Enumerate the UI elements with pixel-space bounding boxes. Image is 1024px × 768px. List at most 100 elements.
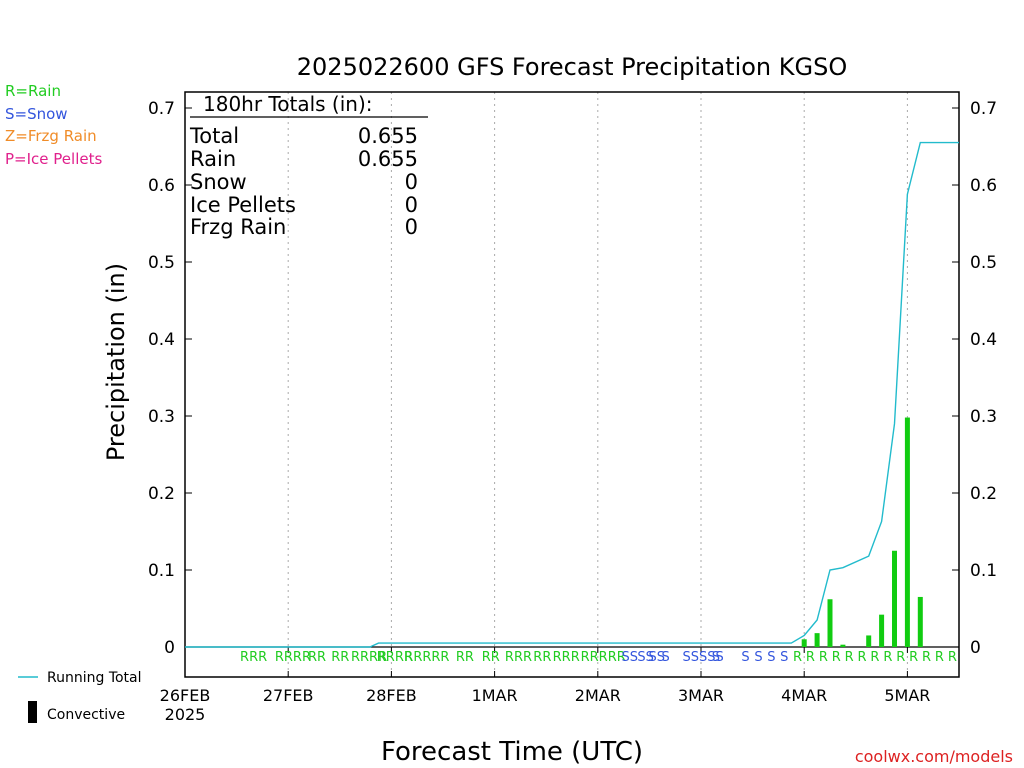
running-total-path: [185, 141, 959, 648]
ptype-label: R: [870, 650, 879, 665]
ptype-label: RRR: [505, 650, 532, 665]
x-tick-sublabel: 2025: [165, 705, 206, 724]
ptype-label: RRRRR: [404, 650, 449, 665]
totals-label-snow: Snow: [190, 170, 247, 194]
credit-text: coolwx.com/models: [855, 747, 1013, 766]
running-total-line: [185, 141, 959, 648]
precip-bar: [827, 599, 833, 647]
y-axis-title: Precipitation (in): [102, 263, 130, 461]
precip-bar: [879, 614, 885, 647]
ptype-label: RR: [533, 650, 551, 665]
y-tick-label: 0.7: [148, 99, 175, 119]
ptype-label: SS: [649, 650, 666, 665]
x-tick-label: 2MAR: [575, 686, 621, 705]
precip-bar: [814, 633, 820, 647]
ptype-label: R: [948, 650, 957, 665]
y-tick-label: 0.6: [148, 176, 175, 196]
legend-freezing-rain: Z=Frzg Rain: [5, 127, 97, 145]
ptype-label: RRRRR: [581, 650, 626, 665]
y-tick-label-right: 0.3: [970, 407, 997, 427]
ptype-label: R: [832, 650, 841, 665]
precip-bars: [801, 417, 923, 647]
ptype-label: SS: [637, 650, 654, 665]
ptype-label: R: [793, 650, 802, 665]
ptype-label: S: [741, 650, 749, 665]
totals-value-total: 0.655: [358, 124, 418, 148]
totals-value-rain: 0.655: [358, 147, 418, 171]
ptype-legend: R=Rain S=Snow Z=Frzg Rain P=Ice Pellets: [5, 82, 102, 168]
ptype-label: RRRR: [351, 650, 387, 665]
plot-frame: [184, 91, 960, 678]
y-tick-label: 0.2: [148, 484, 175, 504]
x-tick-label: 5MAR: [884, 686, 930, 705]
ptype-label: RRR: [240, 650, 267, 665]
totals-label-frzg-rain: Frzg Rain: [190, 215, 286, 239]
y-tick-label: 0.5: [148, 253, 175, 273]
y-tick-label: 0.4: [148, 330, 175, 350]
ptype-label: RRRR: [275, 650, 311, 665]
ptype-label: R: [858, 650, 867, 665]
precip-bar: [917, 596, 923, 647]
ptype-label: R: [922, 650, 931, 665]
ptype-label: S: [767, 650, 775, 665]
precip-bar: [801, 639, 807, 647]
y-tick-label-right: 0.6: [970, 176, 997, 196]
ptype-label: S: [712, 650, 720, 665]
y-tick-label-right: 0.4: [970, 330, 997, 350]
totals-heading: 180hr Totals (in):: [203, 92, 373, 116]
totals-label-rain: Rain: [190, 147, 236, 171]
y-tick-label: 0.3: [148, 407, 175, 427]
ptype-label: RR: [308, 650, 326, 665]
totals-label-ice-pellets: Ice Pellets: [190, 193, 296, 217]
ptype-label: RR: [331, 650, 349, 665]
totals-box: 180hr Totals (in): Total 0.655 Rain 0.65…: [189, 92, 428, 239]
y-tick-label: 0.1: [148, 561, 175, 581]
legend-convective: Convective: [47, 707, 125, 723]
x-tick-label: 3MAR: [678, 686, 724, 705]
ptype-label: R: [896, 650, 905, 665]
precip-bar: [904, 417, 910, 647]
y-tick-label-right: 0.2: [970, 484, 997, 504]
x-tick-label: 27FEB: [263, 686, 314, 705]
totals-value-frzg-rain: 0: [405, 215, 418, 239]
x-tick-label: 4MAR: [781, 686, 827, 705]
ptype-label: S: [780, 650, 788, 665]
chart-title: 2025022600 GFS Forecast Precipitation KG…: [297, 53, 847, 81]
totals-value-ice-pellets: 0: [405, 193, 418, 217]
precip-bar: [840, 644, 846, 647]
y-tick-label: 0: [164, 638, 175, 658]
convective-swatch: [28, 701, 37, 723]
ptype-label: RRR: [553, 650, 580, 665]
precip-bar: [892, 550, 897, 647]
ptype-label: R: [883, 650, 892, 665]
y-tick-label-right: 0: [970, 638, 981, 658]
precip-bar: [866, 635, 872, 647]
x-tick-label: 1MAR: [472, 686, 518, 705]
ptype-label: R: [935, 650, 944, 665]
ptype-label: R: [819, 650, 828, 665]
x-axis-title: Forecast Time (UTC): [381, 737, 643, 767]
ptype-label: SS: [621, 650, 638, 665]
legend-rain: R=Rain: [5, 82, 61, 100]
ptype-label: R: [845, 650, 854, 665]
y-tick-label-right: 0.5: [970, 253, 997, 273]
y-tick-label-right: 0.7: [970, 99, 997, 119]
legend-ice-pellets: P=Ice Pellets: [5, 150, 102, 168]
series-legend: Running Total Convective: [18, 670, 142, 723]
x-tick-label: 28FEB: [366, 686, 417, 705]
gridlines: [287, 92, 908, 677]
y-tick-label-right: 0.1: [970, 561, 997, 581]
x-tick-label: 26FEB: [160, 686, 211, 705]
ptype-label: R: [909, 650, 918, 665]
legend-snow: S=Snow: [5, 105, 68, 123]
ptype-label: R: [806, 650, 815, 665]
axis-ticks: [184, 107, 959, 677]
ptype-label: S: [661, 650, 669, 665]
ptype-label: SSSSS: [683, 650, 724, 665]
ptype-label: RRRR: [377, 650, 413, 665]
ptype-label: RR: [456, 650, 474, 665]
totals-value-snow: 0: [405, 170, 418, 194]
